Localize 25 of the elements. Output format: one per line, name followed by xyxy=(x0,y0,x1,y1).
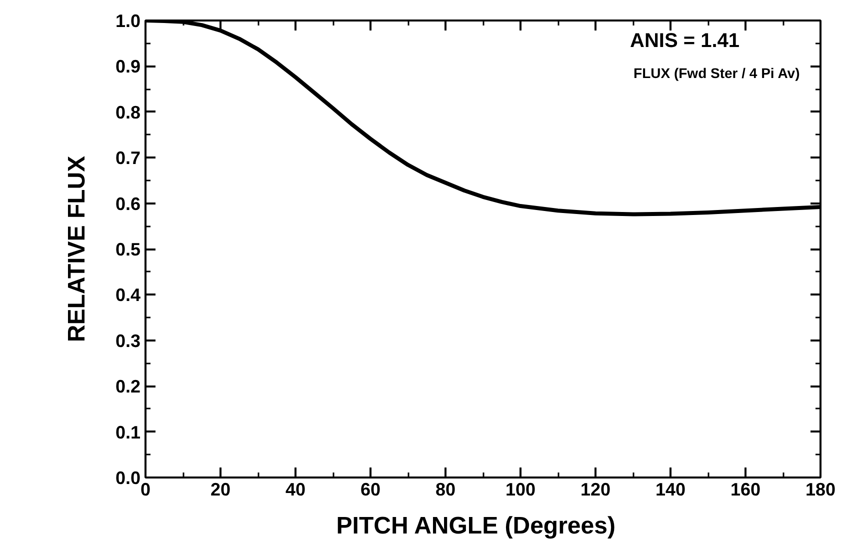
x-tick-label: 60 xyxy=(360,480,381,500)
y-tick-label: 0.8 xyxy=(115,102,141,122)
annotation: FLUX (Fwd Ster / 4 Pi Av) xyxy=(634,65,800,82)
x-tick-label: 20 xyxy=(210,480,231,500)
y-axis-title: RELATIVE FLUX xyxy=(63,156,90,342)
y-tick-label: 0.2 xyxy=(115,376,141,397)
x-tick-label: 100 xyxy=(505,480,536,500)
y-tick-label: 0.4 xyxy=(115,285,141,306)
y-tick-label: 0.7 xyxy=(115,148,141,168)
x-tick-label: 0 xyxy=(140,480,151,500)
x-tick-label: 160 xyxy=(730,480,761,500)
y-tick-label: 0.1 xyxy=(115,422,141,442)
y-tick-label: 0.9 xyxy=(115,56,141,77)
y-tick-label: 0.3 xyxy=(115,330,141,351)
y-tick-label: 0.0 xyxy=(115,468,141,488)
y-tick-label: 0.5 xyxy=(115,240,141,260)
annotation: ANIS = 1.41 xyxy=(630,30,740,52)
x-axis-title: PITCH ANGLE (Degrees) xyxy=(336,512,616,540)
x-tick-label: 140 xyxy=(655,480,686,500)
x-tick-label: 80 xyxy=(435,480,456,500)
x-tick-label: 40 xyxy=(285,480,306,500)
x-tick-label: 180 xyxy=(805,480,836,500)
y-tick-label: 0.6 xyxy=(115,194,141,214)
y-tick-label: 1.0 xyxy=(115,11,141,31)
x-tick-label: 120 xyxy=(580,480,611,500)
